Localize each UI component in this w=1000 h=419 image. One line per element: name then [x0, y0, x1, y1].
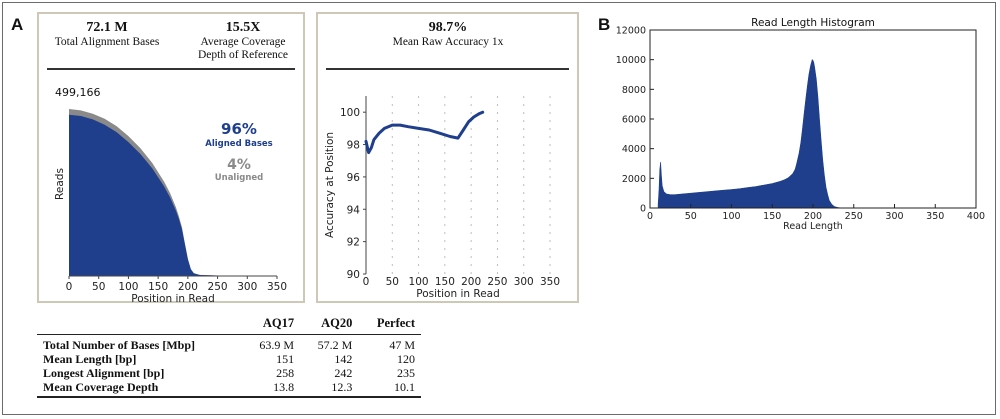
row-label: Longest Alignment [bp]	[43, 366, 165, 380]
summary-value: 15.5X	[225, 20, 261, 35]
y-tick-label: 90	[347, 269, 360, 281]
summary-accuracy: 98.7% Mean Raw Accuracy 1x	[358, 20, 538, 49]
table-cell: 12.3	[300, 380, 359, 398]
table-header-cell: AQ17	[241, 312, 301, 335]
y-tick-label: 6000	[622, 115, 646, 126]
x-tick-label: 350	[926, 211, 944, 222]
x-tick-label: 200	[461, 276, 481, 288]
header-rule	[326, 68, 569, 70]
row-label: Mean Length [bp]	[43, 352, 137, 366]
aligned-label: Aligned Bases	[205, 139, 272, 149]
x-tick-label: 100	[722, 211, 740, 222]
accuracy-line-chart: 90 92 94 96 98 100 0 50 100 150 200 250 300 350 Positi…	[324, 96, 560, 300]
x-tick-label: 50	[92, 281, 105, 293]
table-cell: 142	[334, 352, 353, 366]
read-length-histogram-chart: Read Length Histogram0200040006000800010…	[616, 17, 985, 232]
table-cell: 120	[397, 352, 415, 366]
x-tick-label: 200	[804, 211, 822, 222]
unaligned-label: Unaligned	[215, 173, 264, 183]
table-cell: 258	[276, 366, 295, 380]
unaligned-percent: 4%	[227, 157, 251, 173]
y-tick-label: 94	[347, 204, 361, 216]
summary-label: Mean Raw Accuracy 1x	[392, 36, 504, 48]
table-header-cell	[37, 312, 242, 335]
table-header-cell: Perfect	[358, 312, 421, 335]
reads-area-chart: 0 50 100 150 200 250 300 350 Position in Read Rea…	[54, 86, 287, 302]
y-tick-label: 2000	[622, 174, 646, 185]
x-axis-label: Position in Read	[416, 288, 500, 300]
table-row: Mean Length [bp] 151 142 120	[37, 352, 421, 366]
x-tick-label: 100	[118, 281, 138, 293]
stats-table: AQ17 AQ20 Perfect Total Number of Bases …	[37, 312, 421, 398]
panel-label-a: A	[11, 15, 24, 34]
table-cell: 235	[397, 366, 415, 380]
table-cell: 151	[276, 352, 295, 366]
summary-value: 72.1 M	[86, 20, 128, 35]
table-cell: 57.2 M	[317, 338, 353, 352]
summary-label: Total Alignment Bases	[54, 36, 160, 48]
chart-title: Read Length Histogram	[751, 17, 875, 29]
alignment-box: 72.1 M Total Alignment Bases 15.5X Avera…	[37, 12, 305, 303]
x-tick-label: 250	[845, 211, 863, 222]
row-label: Mean Coverage Depth	[37, 380, 242, 398]
x-tick-label: 250	[487, 276, 507, 288]
table-row: Mean Coverage Depth 13.8 12.3 10.1	[37, 380, 421, 398]
x-tick-label: 50	[386, 276, 399, 288]
aligned-percent: 96%	[221, 120, 257, 138]
x-tick-label: 350	[267, 281, 287, 293]
table-row: Longest Alignment [bp] 258 242 235	[37, 366, 421, 380]
histogram-bars	[657, 59, 842, 209]
x-tick-label: 250	[208, 281, 228, 293]
header-rule	[47, 68, 295, 70]
peak-label: 499,166	[55, 86, 101, 99]
row-label: Total Number of Bases [Mbp]	[43, 338, 196, 352]
accuracy-line	[364, 110, 485, 155]
table-cell: 10.1	[358, 380, 421, 398]
table-cell: 13.8	[241, 380, 301, 398]
summary-coverage: 15.5X Average Coverage Depth of Referenc…	[187, 20, 299, 62]
y-tick-label: 12000	[616, 26, 646, 37]
x-axis-label: Position in Read	[131, 293, 215, 302]
x-tick-label: 150	[435, 276, 455, 288]
table-cell: 47 M	[389, 338, 415, 352]
x-axis-label: Read Length	[783, 221, 843, 232]
y-axis-label: Reads	[54, 168, 66, 200]
x-tick-label: 300	[237, 281, 257, 293]
summary-label: Average Coverage Depth of Reference	[197, 36, 289, 61]
table-header-row: AQ17 AQ20 Perfect	[37, 312, 421, 335]
accuracy-box: 98.7% Mean Raw Accuracy 1x 90 92 94 96 98 100…	[316, 12, 579, 303]
table-row: Total Number of Bases [Mbp] 63.9 M 57.2 …	[37, 335, 421, 353]
x-tick-label: 0	[363, 276, 370, 288]
summary-total-bases: 72.1 M Total Alignment Bases	[47, 20, 167, 49]
y-tick-label: 4000	[622, 144, 646, 155]
y-tick-label: 96	[347, 172, 361, 184]
x-tick-label: 50	[685, 211, 697, 222]
y-tick-label: 92	[347, 237, 360, 249]
x-tick-label: 0	[66, 281, 73, 293]
y-tick-label: 0	[640, 204, 646, 215]
table-cell: 63.9 M	[259, 338, 295, 352]
x-tick-label: 150	[763, 211, 781, 222]
x-tick-label: 150	[148, 281, 168, 293]
x-tick-label: 200	[178, 281, 198, 293]
y-tick-label: 100	[340, 107, 360, 119]
x-tick-label: 0	[647, 211, 653, 222]
y-axis-label: Accuracy at Position	[324, 132, 336, 238]
x-tick-label: 100	[409, 276, 429, 288]
panel-label-b: B	[598, 15, 611, 34]
table-header-cell: AQ20	[300, 312, 359, 335]
y-tick-label: 10000	[616, 55, 646, 66]
aligned-area	[69, 114, 242, 276]
x-tick-label: 350	[540, 276, 560, 288]
table-cell: 242	[334, 366, 353, 380]
y-tick-label: 8000	[622, 85, 646, 96]
x-tick-label: 300	[885, 211, 903, 222]
x-tick-label: 400	[967, 211, 985, 222]
x-tick-label: 300	[514, 276, 534, 288]
summary-value: 98.7%	[428, 20, 468, 35]
y-tick-label: 98	[347, 140, 360, 152]
